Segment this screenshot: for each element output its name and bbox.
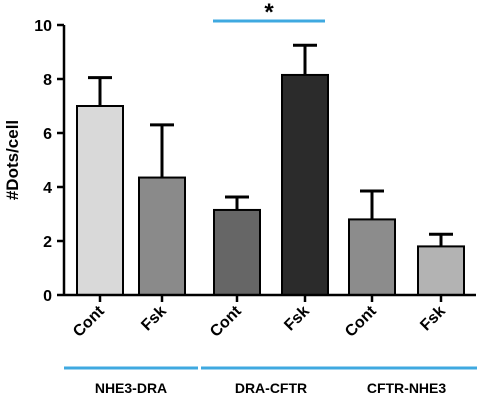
x-tick-label: Fsk xyxy=(138,303,170,335)
bars xyxy=(76,73,465,296)
significance-marker: * xyxy=(213,0,325,26)
bar xyxy=(348,218,396,296)
y-tick-label: 0 xyxy=(43,288,52,305)
group-label: CFTR-NHE3 xyxy=(367,380,447,396)
y-axis-ticks: 0 2 4 6 8 10 xyxy=(34,18,64,305)
bar xyxy=(213,208,261,296)
bar xyxy=(138,176,186,296)
y-tick-label: 10 xyxy=(34,18,52,35)
x-tick-label: Fsk xyxy=(281,303,313,335)
group-labels: NHE3-DRA DRA-CFTR CFTR-NHE3 xyxy=(64,366,477,396)
error-bars xyxy=(88,43,453,247)
group-label: DRA-CFTR xyxy=(235,380,307,396)
y-tick-label: 6 xyxy=(43,126,52,143)
group-label: NHE3-DRA xyxy=(95,380,167,396)
bar xyxy=(281,73,329,296)
x-tick-label: Cont xyxy=(70,302,108,340)
x-tick-label: Cont xyxy=(342,302,380,340)
x-tick-label: Fsk xyxy=(417,303,449,335)
y-axis-label: #Dots/cell xyxy=(3,120,22,200)
bar xyxy=(417,245,465,296)
x-axis-ticks: Cont Fsk Cont Fsk Cont Fsk xyxy=(70,295,449,341)
bar xyxy=(76,105,124,296)
y-tick-label: 4 xyxy=(43,180,52,197)
y-tick-label: 2 xyxy=(43,234,52,251)
x-tick-label: Cont xyxy=(207,302,245,340)
significance-asterisk: * xyxy=(264,0,274,26)
y-tick-label: 8 xyxy=(43,72,52,89)
